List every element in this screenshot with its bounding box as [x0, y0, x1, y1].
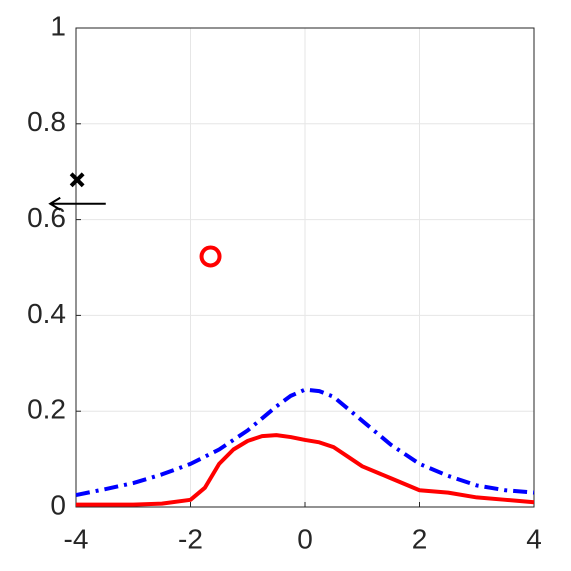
- marker: [199, 245, 222, 268]
- x-tick-label: 4: [526, 523, 542, 554]
- y-tick-label: 0.2: [27, 394, 66, 425]
- y-tick-label: 0.8: [27, 106, 66, 137]
- x-tick-label: 0: [297, 523, 313, 554]
- axes-box: [75, 27, 535, 508]
- marker: [69, 172, 85, 188]
- y-tick-label: 0.4: [27, 298, 66, 329]
- x-tick-label: 2: [412, 523, 428, 554]
- arrow: [48, 196, 106, 211]
- series-line: [76, 433, 535, 507]
- y-tick-label: 0: [50, 489, 66, 520]
- series-line: [75, 387, 535, 497]
- x-tick-label: -4: [64, 523, 89, 554]
- x-tick-label: -2: [178, 523, 203, 554]
- y-tick-label: 1: [50, 10, 66, 41]
- y-tick-label: 0.6: [27, 202, 66, 233]
